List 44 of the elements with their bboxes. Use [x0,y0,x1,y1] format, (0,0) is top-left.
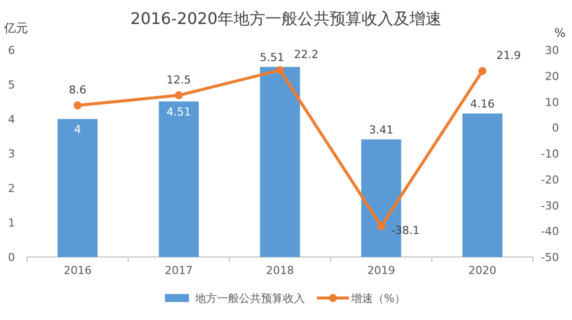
y2-tick-label: -10 [541,148,559,160]
y-tick-label: 0 [8,251,15,264]
bar [158,101,199,257]
y2-tick-label: 20 [545,70,559,83]
data-label: 12.5 [166,73,192,86]
data-label: 3.41 [368,123,394,136]
x-tick-label: 2018 [266,264,294,277]
point [174,91,183,100]
y2-axis-title: % [554,26,566,40]
data-label: 21.9 [496,48,521,62]
data-label: 4.51 [166,105,192,118]
y2-tick-label: -30 [541,199,559,212]
y2-tick-label: 0 [552,122,559,135]
x-tick-label: 2020 [468,264,496,277]
point [74,101,82,110]
point [377,222,386,230]
chart-title: 2016-2020年地方一般公共预算收入及增速 [130,9,442,28]
y2-tick-label: -20 [541,173,559,186]
bar [260,66,300,257]
y-tick-label: 6 [8,44,15,57]
data-label: 4 [74,123,82,136]
y-axis-title: 亿元 [3,21,28,35]
y2-tick-label: -50 [541,251,559,264]
data-label: 4.16 [470,97,495,110]
x-tick-label: 2019 [367,264,396,277]
point [478,66,486,75]
y-tick-label: 5 [8,78,15,92]
y2-tick-label: -40 [541,225,559,238]
y-tick-label: 1 [8,216,15,230]
y-tick-label: 4 [8,113,15,126]
legend-label: 增速（%） [350,292,406,305]
data-label: 22.2 [294,48,318,62]
bar [58,119,98,257]
y2-tick-label: 10 [545,96,559,109]
y-tick-label: 3 [8,148,15,160]
x-tick-label: 2017 [164,264,193,277]
data-label: 5.51 [260,50,284,64]
y2-tick-label: 30 [545,44,559,57]
bar [462,113,502,257]
y-tick-label: 2 [8,182,15,195]
legend-label: 地方一般公共预算收入 [194,292,305,305]
point [276,66,284,74]
x-tick-label: 2016 [64,264,92,277]
data-label: 8.6 [68,83,86,96]
